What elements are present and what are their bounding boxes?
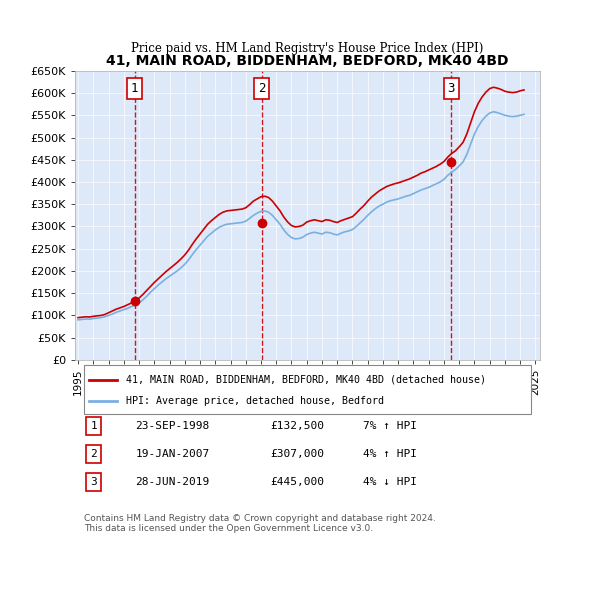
Text: 41, MAIN ROAD, BIDDENHAM, BEDFORD, MK40 4BD (detached house): 41, MAIN ROAD, BIDDENHAM, BEDFORD, MK40 … [126, 375, 486, 385]
Text: 2: 2 [90, 449, 97, 459]
Text: £445,000: £445,000 [270, 477, 324, 487]
Text: Price paid vs. HM Land Registry's House Price Index (HPI): Price paid vs. HM Land Registry's House … [131, 42, 484, 55]
Text: 23-SEP-1998: 23-SEP-1998 [136, 421, 210, 431]
Text: Contains HM Land Registry data © Crown copyright and database right 2024.
This d: Contains HM Land Registry data © Crown c… [84, 513, 436, 533]
FancyBboxPatch shape [84, 365, 531, 414]
Text: 4% ↓ HPI: 4% ↓ HPI [364, 477, 418, 487]
Text: £307,000: £307,000 [270, 449, 324, 459]
Text: 19-JAN-2007: 19-JAN-2007 [136, 449, 210, 459]
Text: 3: 3 [90, 477, 97, 487]
Title: 41, MAIN ROAD, BIDDENHAM, BEDFORD, MK40 4BD: 41, MAIN ROAD, BIDDENHAM, BEDFORD, MK40 … [106, 54, 509, 68]
Text: 3: 3 [448, 82, 455, 95]
Text: 1: 1 [131, 82, 139, 95]
Text: 7% ↑ HPI: 7% ↑ HPI [364, 421, 418, 431]
Text: 2: 2 [258, 82, 266, 95]
Text: 28-JUN-2019: 28-JUN-2019 [136, 477, 210, 487]
Text: £132,500: £132,500 [270, 421, 324, 431]
Text: 1: 1 [90, 421, 97, 431]
Text: HPI: Average price, detached house, Bedford: HPI: Average price, detached house, Bedf… [126, 396, 384, 406]
Text: 4% ↑ HPI: 4% ↑ HPI [364, 449, 418, 459]
